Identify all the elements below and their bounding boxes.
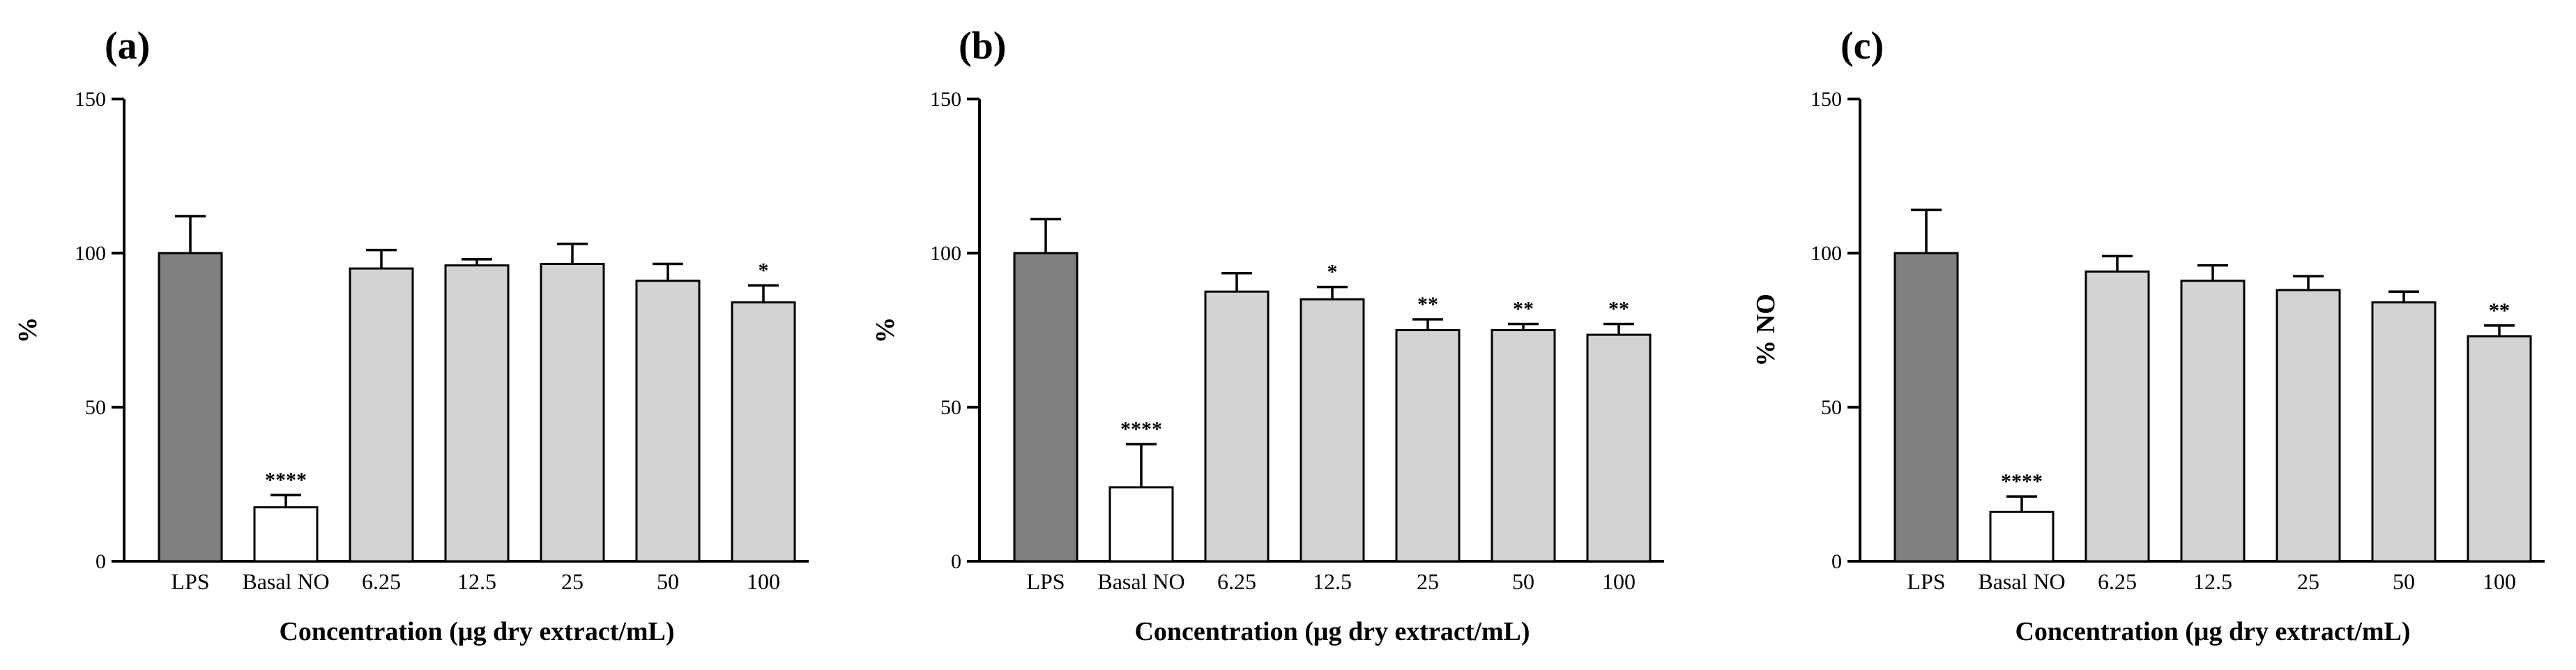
bar xyxy=(158,252,223,563)
bar xyxy=(1989,510,2055,563)
bar xyxy=(1013,252,1079,563)
bar xyxy=(253,506,319,563)
bar xyxy=(1395,329,1461,563)
bar xyxy=(1300,298,1365,563)
bar xyxy=(540,262,605,563)
x-tick-label: Basal NO xyxy=(1097,569,1184,594)
bar xyxy=(1586,333,1652,563)
x-tick-label: 6.25 xyxy=(362,569,401,594)
x-tick-label: 100 xyxy=(1602,569,1636,594)
x-tick-label: 12.5 xyxy=(2193,569,2232,594)
significance-mark: **** xyxy=(2001,470,2043,493)
x-tick-label: Basal NO xyxy=(1978,569,2065,594)
panel-label: (b) xyxy=(959,24,1006,68)
chart-panel-1: (a) 0 50 100 150% LPS **** Basal NO 6.25 12.5 25 50… xyxy=(13,24,809,646)
x-tick-label: 25 xyxy=(561,569,584,594)
x-axis-title: Concentration (μg dry extract/mL) xyxy=(1134,617,1530,646)
significance-mark: * xyxy=(1327,261,1338,284)
y-tick-label: 50 xyxy=(1821,396,1842,419)
significance-mark: * xyxy=(759,259,769,282)
panel-label: (c) xyxy=(1840,24,1884,68)
bar xyxy=(444,264,510,563)
bar xyxy=(2085,271,2150,563)
significance-mark: ** xyxy=(1417,293,1438,316)
y-tick-label: 100 xyxy=(930,242,961,265)
bar xyxy=(2276,289,2341,563)
bar xyxy=(2371,301,2437,563)
y-tick-label: 150 xyxy=(75,88,106,111)
significance-mark: ** xyxy=(1608,298,1629,321)
bar xyxy=(731,301,796,563)
y-axis-title: % xyxy=(871,317,900,344)
x-tick-label: 6.25 xyxy=(2098,569,2137,594)
x-tick-label: 100 xyxy=(747,569,780,594)
bar xyxy=(1491,329,1556,563)
y-axis-title: % xyxy=(13,317,43,344)
y-tick-label: 100 xyxy=(75,242,106,265)
y-tick-label: 50 xyxy=(940,396,961,419)
y-tick-label: 150 xyxy=(1811,88,1842,111)
x-tick-label: 12.5 xyxy=(457,569,496,594)
x-tick-label: 25 xyxy=(2297,569,2319,594)
bar xyxy=(2180,280,2246,563)
x-tick-label: LPS xyxy=(1026,569,1065,594)
bar xyxy=(2467,335,2532,563)
significance-mark: **** xyxy=(1120,418,1162,441)
x-tick-label: 50 xyxy=(2393,569,2415,594)
x-tick-label: 50 xyxy=(657,569,679,594)
bar xyxy=(1893,252,1959,563)
y-axis-title: % NO xyxy=(1751,294,1781,367)
x-tick-label: 100 xyxy=(2483,569,2516,594)
y-tick-label: 100 xyxy=(1811,242,1842,265)
x-tick-label: Basal NO xyxy=(242,569,329,594)
y-tick-label: 150 xyxy=(930,88,961,111)
significance-mark: ** xyxy=(1513,298,1534,321)
chart-panel-3: (c) 0 50 100 150 % NO LPS **** Basal NO 6.25 12.5 2… xyxy=(1751,24,2545,646)
x-tick-label: LPS xyxy=(1907,569,1945,594)
panel-label: (a) xyxy=(105,24,150,68)
bar xyxy=(1204,290,1270,563)
x-axis-title: Concentration (μg dry extract/mL) xyxy=(2015,617,2410,646)
significance-mark: **** xyxy=(265,469,307,492)
bar xyxy=(635,280,701,563)
y-tick-label: 0 xyxy=(1831,550,1842,573)
bar xyxy=(349,267,414,563)
x-tick-label: 25 xyxy=(1417,569,1439,594)
x-tick-label: 12.5 xyxy=(1313,569,1352,594)
significance-mark: ** xyxy=(2489,299,2510,322)
bar xyxy=(1108,486,1174,563)
y-tick-label: 0 xyxy=(96,550,106,573)
x-tick-label: 50 xyxy=(1512,569,1534,594)
x-tick-label: LPS xyxy=(171,569,209,594)
y-tick-label: 0 xyxy=(951,550,961,573)
x-tick-label: 6.25 xyxy=(1217,569,1256,594)
y-tick-label: 50 xyxy=(85,396,106,419)
x-axis-title: Concentration (μg dry extract/mL) xyxy=(279,617,674,646)
